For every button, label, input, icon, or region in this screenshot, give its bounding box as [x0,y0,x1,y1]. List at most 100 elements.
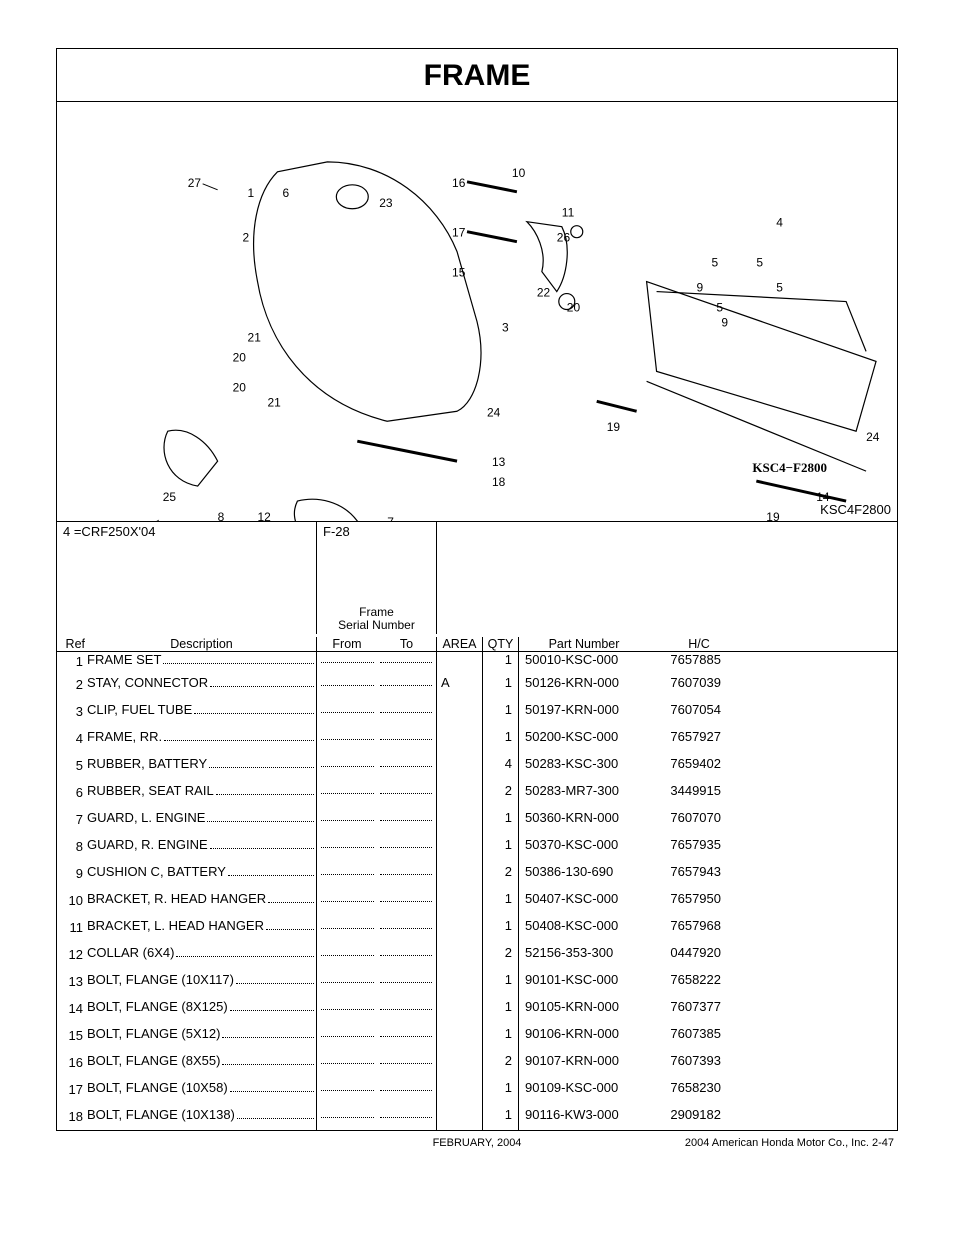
table-row: 14BOLT, FLANGE (8X125)190105-KRN-0007607… [57,995,897,1022]
cell-hc: 7657950 [649,887,749,914]
cell-description: BOLT, FLANGE (8X55) [87,1049,317,1076]
cell-description: BRACKET, L. HEAD HANGER [87,914,317,941]
cell-serial [317,914,437,941]
svg-text:11: 11 [562,206,575,220]
cell-qty: 1 [483,1103,519,1130]
cell-area: A [437,671,483,698]
cell-description: RUBBER, BATTERY [87,752,317,779]
table-row: 8GUARD, R. ENGINE150370-KSC-0007657935 [57,833,897,860]
cell-part-number: 50197-KRN-000 [519,698,649,725]
svg-text:23: 23 [379,196,393,210]
table-row: 1FRAME SET150010-KSC-0007657885 [57,652,897,671]
svg-text:5: 5 [716,301,723,315]
svg-text:2: 2 [243,231,250,245]
cell-qty: 1 [483,914,519,941]
cell-serial [317,725,437,752]
cell-ref: 16 [57,1055,87,1070]
cell-area [437,860,483,887]
cell-ref: 8 [57,839,87,854]
table-row: 10BRACKET, R. HEAD HANGER150407-KSC-0007… [57,887,897,914]
cell-description: RUBBER, SEAT RAIL [87,779,317,806]
cell-area [437,698,483,725]
cell-hc: 7657943 [649,860,749,887]
cell-area [437,941,483,968]
cell-part-number: 50010-KSC-000 [519,652,649,671]
cell-hc: 7657885 [649,652,749,671]
cell-serial [317,995,437,1022]
cell-hc: 7607054 [649,698,749,725]
parts-table-body: 1FRAME SET150010-KSC-00076578852STAY, CO… [57,652,897,1130]
cell-hc: 7607377 [649,995,749,1022]
svg-text:12: 12 [258,510,272,521]
cell-hc: 2909182 [649,1103,749,1130]
cell-hc: 7607070 [649,806,749,833]
cell-ref: 11 [57,920,87,935]
cell-serial [317,968,437,995]
cell-area [437,968,483,995]
cell-serial [317,941,437,968]
cell-part-number: 50126-KRN-000 [519,671,649,698]
cell-serial [317,833,437,860]
cell-serial [317,671,437,698]
cell-serial [317,752,437,779]
svg-text:5: 5 [776,281,783,295]
cell-ref: 6 [57,785,87,800]
cell-description: CUSHION C, BATTERY [87,860,317,887]
svg-text:10: 10 [512,166,526,180]
cell-hc: 7658230 [649,1076,749,1103]
cell-description: BOLT, FLANGE (10X117) [87,968,317,995]
cell-area [437,1076,483,1103]
cell-hc: 7657968 [649,914,749,941]
cell-description: STAY, CONNECTOR [87,671,317,698]
svg-text:26: 26 [557,231,571,245]
diagram-code-inner: KSC4−F2800 [752,460,827,476]
cell-part-number: 90116-KW3-000 [519,1103,649,1130]
svg-text:9: 9 [696,281,703,295]
svg-text:20: 20 [567,301,581,315]
table-row: 16BOLT, FLANGE (8X55)290107-KRN-00076073… [57,1049,897,1076]
cell-qty: 1 [483,698,519,725]
svg-text:20: 20 [233,380,247,394]
cell-description: FRAME, RR. [87,725,317,752]
page-title: FRAME [57,49,897,102]
hdr-from: From [317,637,377,651]
table-row: 13BOLT, FLANGE (10X117)190101-KSC-000765… [57,968,897,995]
cell-area [437,995,483,1022]
svg-text:24: 24 [866,430,880,444]
table-row: 2STAY, CONNECTORA150126-KRN-0007607039 [57,671,897,698]
cell-hc: 7657935 [649,833,749,860]
cell-part-number: 90105-KRN-000 [519,995,649,1022]
cell-serial [317,887,437,914]
cell-description: FRAME SET [87,652,317,671]
page-frame: FRAME [56,48,898,1131]
serial-number-label: Frame Serial Number [317,606,436,632]
svg-text:20: 20 [233,350,247,364]
cell-qty: 1 [483,833,519,860]
cell-ref: 18 [57,1109,87,1124]
cell-qty: 2 [483,860,519,887]
svg-text:7: 7 [387,515,394,521]
table-row: 17BOLT, FLANGE (10X58)190109-KSC-0007658… [57,1076,897,1103]
table-row: 5RUBBER, BATTERY450283-KSC-3007659402 [57,752,897,779]
cell-ref: 12 [57,947,87,962]
cell-part-number: 50407-KSC-000 [519,887,649,914]
cell-ref: 9 [57,866,87,881]
table-row: 9CUSHION C, BATTERY250386-130-6907657943 [57,860,897,887]
svg-text:17: 17 [452,226,466,240]
svg-text:6: 6 [282,186,289,200]
cell-description: GUARD, L. ENGINE [87,806,317,833]
cell-area [437,652,483,671]
cell-qty: 1 [483,806,519,833]
svg-text:27: 27 [188,176,202,190]
hdr-part-number: Part Number [519,637,649,651]
cell-part-number: 90106-KRN-000 [519,1022,649,1049]
cell-serial [317,806,437,833]
cell-part-number: 50200-KSC-000 [519,725,649,752]
table-row: 3CLIP, FUEL TUBE150197-KRN-0007607054 [57,698,897,725]
table-row: 4FRAME, RR.150200-KSC-0007657927 [57,725,897,752]
cell-description: BOLT, FLANGE (5X12) [87,1022,317,1049]
table-row: 12COLLAR (6X4)252156-353-3000447920 [57,941,897,968]
cell-hc: 7658222 [649,968,749,995]
cell-hc: 7607385 [649,1022,749,1049]
svg-text:4: 4 [776,216,783,230]
